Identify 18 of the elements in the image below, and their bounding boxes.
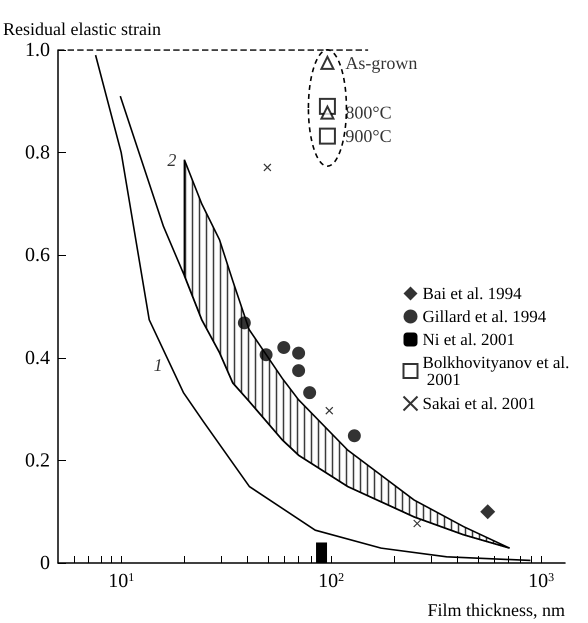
legend-label: Gillard et al. 1994 (422, 307, 547, 326)
y-tick-label: 1.0 (25, 39, 50, 61)
annotation: 800°C (345, 102, 392, 123)
x-axis-title: Film thickness, nm (427, 600, 565, 620)
annotation: 2 (167, 150, 176, 170)
y-axis-title: Residual elastic strain (3, 19, 161, 39)
y-tick-label: 0.2 (25, 449, 50, 472)
legend-label: Ni et al. 2001 (422, 330, 516, 349)
y-tick-label: 0 (40, 552, 50, 574)
legend-label: Bai et al. 1994 (422, 284, 522, 303)
y-tick-label: 0.6 (25, 244, 50, 266)
annotation: As-grown (345, 52, 418, 73)
legend-label: Sakai et al. 2001 (422, 394, 536, 413)
y-tick-label: 0.4 (25, 346, 50, 369)
annotation: 1 (154, 354, 163, 375)
y-tick-label: 0.8 (25, 142, 50, 164)
legend-label: Bolkhovityanov et al. 2001 (422, 353, 570, 389)
annotation: 900°C (345, 126, 392, 146)
